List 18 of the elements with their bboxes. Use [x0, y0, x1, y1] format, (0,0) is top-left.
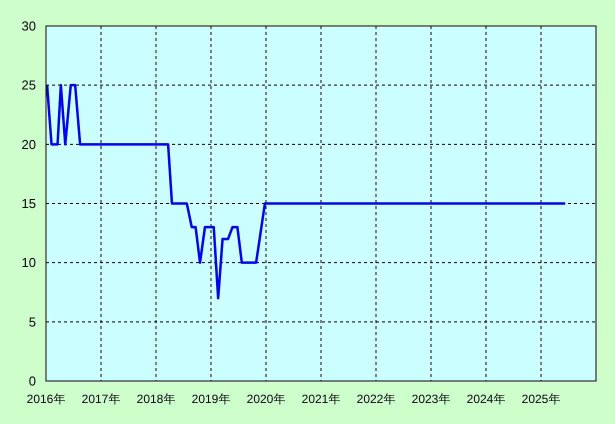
x-tick-label: 2021年 [302, 392, 340, 406]
x-tick-label: 2020年 [246, 392, 286, 406]
y-tick-label: 20 [22, 136, 36, 152]
x-tick-label: 2019年 [192, 392, 230, 406]
y-tick-label: 10 [22, 255, 36, 270]
y-tick-label: 15 [22, 196, 36, 212]
line-series [46, 84, 566, 300]
y-tick-label: 30 [22, 18, 36, 34]
y-tick-label: 25 [22, 78, 36, 93]
y-tick-label: 0 [28, 374, 36, 389]
x-tick-label: 2016年 [26, 392, 66, 406]
x-tick-label: 2022年 [356, 392, 396, 406]
x-tick-label: 2023年 [412, 392, 450, 406]
y-tick-label: 5 [28, 314, 36, 330]
x-tick-label: 2017年 [82, 392, 120, 406]
x-tick-label: 2024年 [466, 392, 506, 406]
x-tick-label: 2018年 [136, 392, 176, 406]
x-tick-label: 2025年 [522, 392, 560, 406]
